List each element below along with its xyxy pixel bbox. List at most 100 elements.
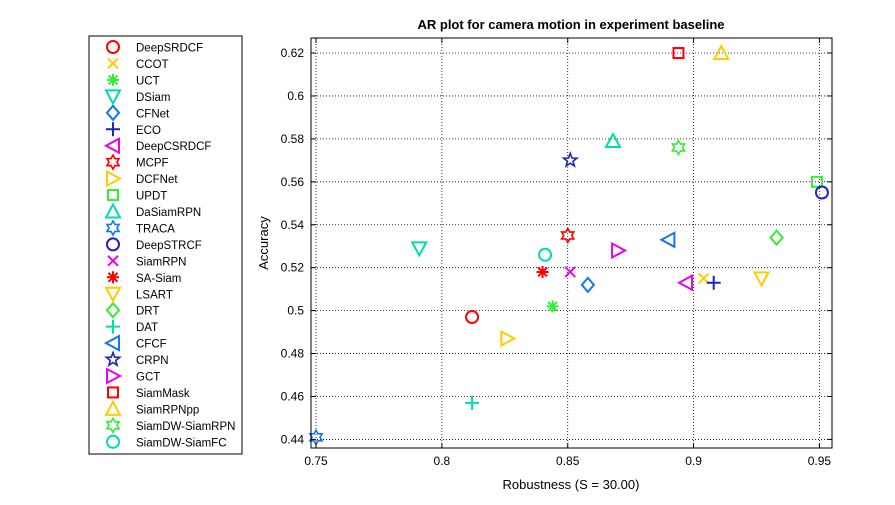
legend: DeepSRDCF CCOT UCT DSiam CFNet ECO DeepCSRDCF M… — [88, 35, 243, 455]
legend-item-dcfnet: DCFNet — [106, 169, 178, 188]
y-tick-label: 0.58 — [281, 132, 305, 146]
legend-label: CCOT — [136, 59, 169, 71]
legend-item-sa-siam: SA-Siam — [107, 271, 181, 285]
legend-label: TRACA — [136, 223, 175, 235]
data-point-siamrpnpp — [712, 43, 730, 61]
legend-item-siammask: SiamMask — [107, 386, 190, 400]
y-tick-label: 0.48 — [281, 347, 305, 361]
legend-marker-siammask — [107, 386, 119, 399]
plot-background — [311, 38, 832, 448]
data-point-deepsrdcf — [465, 310, 480, 325]
legend-label: ECO — [136, 125, 161, 137]
legend-label: DaSiamRPN — [136, 207, 201, 219]
legend-item-gct: GCT — [106, 367, 160, 385]
legend-label: DRT — [136, 306, 159, 318]
legend-marker-siamrpn — [107, 255, 119, 267]
legend-label: SiamDW-SiamRPN — [136, 421, 235, 433]
legend-item-deepstrcf: DeepSTRCF — [106, 237, 202, 252]
data-point-dat — [465, 395, 480, 410]
data-point-deepstrcf — [814, 185, 829, 200]
legend-marker-dat — [106, 319, 120, 334]
y-tick-label: 0.62 — [281, 46, 305, 60]
data-point-dasiamrpn — [604, 131, 622, 149]
legend-marker-deepsrdcf — [106, 40, 120, 54]
legend-label: DeepSRDCF — [136, 43, 203, 55]
legend-item-ccot: CCOT — [107, 57, 169, 71]
data-point-siamdw-siamfc — [538, 247, 553, 262]
legend-item-eco: ECO — [106, 122, 161, 137]
legend-item-dsiam: DSiam — [104, 89, 171, 106]
x-tick-label: 0.95 — [808, 454, 832, 468]
legend-item-dat: DAT — [106, 319, 158, 334]
data-point-cfcf — [659, 231, 676, 249]
x-tick-label: 0.9 — [685, 454, 702, 468]
y-tick-label: 0.56 — [281, 175, 305, 189]
legend-marker-deepcsrdcf — [103, 137, 120, 155]
data-point-dsiam — [410, 241, 428, 258]
data-point-sa-siam — [536, 265, 549, 278]
legend-item-siamrpnpp: SiamRPNpp — [104, 399, 199, 416]
y-tick-label: 0.44 — [281, 432, 305, 446]
legend-marker-siamrpnpp — [104, 399, 122, 416]
legend-label: CRPN — [136, 355, 169, 367]
legend-marker-siamdw-siamfc — [106, 434, 120, 449]
data-point-eco — [706, 275, 721, 290]
legend-item-deepsrdcf: DeepSRDCF — [106, 40, 203, 55]
data-point-updt — [810, 175, 823, 188]
data-markers — [308, 43, 829, 446]
legend-marker-gct — [106, 367, 123, 385]
legend-item-traca: TRACA — [105, 219, 175, 237]
legend-marker-eco — [106, 122, 120, 137]
data-point-cfnet — [580, 276, 596, 294]
data-point-siamdw-siamrpn — [671, 138, 686, 157]
legend-marker-drt — [105, 301, 121, 319]
legend-marker-deepstrcf — [106, 237, 120, 252]
legend-marker-ccot — [107, 57, 119, 70]
legend-label: GCT — [136, 372, 160, 384]
legend-marker-siamdw-siamrpn — [105, 416, 121, 434]
legend-marker-cfcf — [103, 334, 120, 352]
data-point-siamrpn — [564, 266, 576, 278]
legend-item-drt: DRT — [105, 301, 159, 319]
legend-marker-sa-siam — [107, 271, 119, 284]
legend-item-siamdw-siamrpn: SiamDW-SiamRPN — [105, 416, 235, 434]
legend-label: DAT — [136, 322, 158, 334]
legend-marker-traca — [105, 219, 121, 237]
legend-item-lsart: LSART — [104, 286, 173, 303]
plot-frame — [310, 37, 833, 449]
legend-label: LSART — [136, 289, 173, 301]
legend-label: MCPF — [136, 158, 169, 170]
y-tick-label: 0.6 — [287, 89, 304, 103]
data-point-mcpf — [560, 226, 576, 245]
legend-item-crpn: CRPN — [104, 350, 169, 368]
legend-label: UCT — [136, 75, 160, 87]
legend-label: UPDT — [136, 191, 167, 203]
legend-label: SiamMask — [136, 388, 190, 400]
data-point-lsart — [752, 271, 771, 288]
x-axis-label: Robustness (S = 30.00) — [503, 477, 640, 492]
legend-marker-crpn — [104, 350, 122, 368]
legend-label: SiamDW-SiamFC — [136, 437, 227, 449]
y-tick-label: 0.52 — [281, 261, 305, 275]
legend-label: SA-Siam — [136, 273, 181, 285]
data-point-gct — [611, 241, 628, 260]
chart-title: AR plot for camera motion in experiment … — [417, 17, 724, 32]
legend-item-dasiamrpn: DaSiamRPN — [104, 202, 201, 219]
legend-item-cfcf: CFCF — [103, 334, 167, 352]
legend-item-siamrpn: SiamRPN — [107, 255, 186, 268]
legend-item-uct: UCT — [107, 73, 160, 87]
legend-marker-cfnet — [105, 104, 121, 122]
legend-marker-uct — [107, 73, 119, 86]
legend-label: SiamRPN — [136, 256, 186, 268]
y-tick-label: 0.46 — [281, 389, 305, 403]
legend-item-mcpf: MCPF — [105, 153, 169, 171]
legend-item-cfnet: CFNet — [105, 104, 170, 122]
data-point-dcfnet — [500, 329, 517, 348]
legend-marker-updt — [107, 189, 119, 202]
legend-box — [88, 35, 243, 455]
y-axis-label: Accuracy — [256, 216, 271, 270]
data-point-siammask — [672, 47, 685, 60]
legend-marker-dasiamrpn — [104, 202, 122, 219]
data-point-crpn — [561, 151, 580, 168]
